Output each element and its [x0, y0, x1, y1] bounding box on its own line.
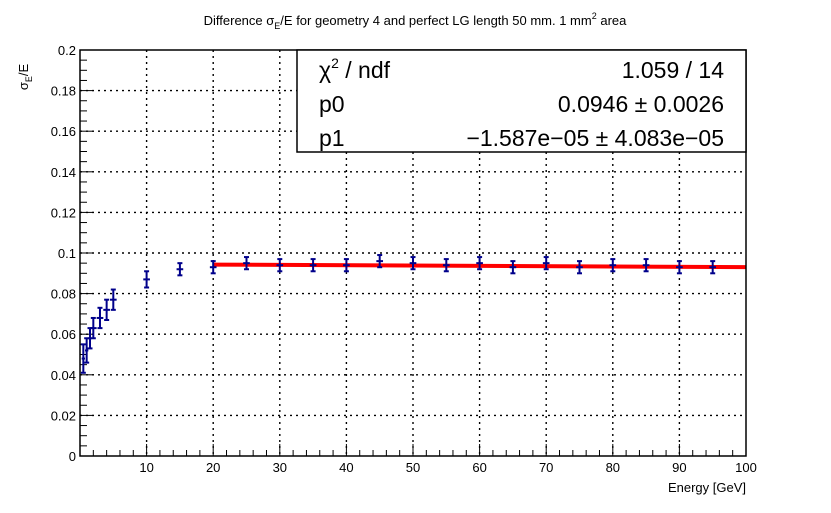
stats-row-p0-label: p0 [319, 91, 345, 117]
data-point [276, 258, 284, 273]
y-tick-label: 0.18 [51, 84, 76, 99]
data-point [576, 260, 583, 275]
data-point [96, 306, 104, 330]
data-point [109, 288, 117, 311]
data-point [676, 260, 683, 275]
x-tick-label: 30 [273, 460, 287, 475]
x-tick-label: 40 [339, 460, 353, 475]
data-point [89, 316, 97, 340]
x-tick-label: 80 [606, 460, 620, 475]
data-point [80, 343, 86, 374]
data-point [103, 298, 110, 321]
y-tick-label: 0.2 [58, 43, 76, 58]
y-tick-label: 0.08 [51, 287, 76, 302]
x-tick-label: 50 [406, 460, 420, 475]
data-point [176, 262, 184, 277]
x-tick-label: 100 [735, 460, 757, 475]
y-tick-label: 0.1 [58, 246, 76, 261]
y-tick-label: 0.02 [51, 408, 76, 423]
x-tick-label: 10 [139, 460, 153, 475]
data-point [609, 258, 617, 273]
data-point [509, 260, 517, 275]
y-tick-label: 0.06 [51, 327, 76, 342]
x-axis-label: Energy [GeV] [668, 480, 746, 495]
data-point [309, 258, 317, 273]
data-point [709, 260, 717, 275]
data-point [642, 258, 650, 273]
data-point [542, 256, 550, 271]
data-points-layer [80, 254, 717, 374]
x-tick-label: 70 [539, 460, 553, 475]
fit-stats-box: χ2 / ndf 1.059 / 14 p0 0.0946 ± 0.0026 p… [296, 49, 747, 153]
data-point [143, 270, 150, 289]
axis-tick-labels: 10 20 30 40 50 60 70 80 90 100 0 0.02 0.04 0.06 0.08 0.… [51, 43, 757, 475]
chart-title: Difference σE/E for geometry 4 and perfe… [204, 11, 628, 31]
y-tick-label: 0.04 [51, 368, 76, 383]
data-point [442, 258, 450, 273]
y-tick-label: 0.16 [51, 124, 76, 139]
data-point [376, 254, 384, 269]
y-axis-label: σE/E [16, 64, 34, 91]
x-tick-label: 90 [672, 460, 686, 475]
data-point [409, 256, 417, 271]
data-point [243, 256, 250, 271]
y-tick-label: 0.12 [51, 205, 76, 220]
x-tick-label: 60 [472, 460, 486, 475]
stats-row-p1-value: −1.587e−05 ± 4.083e−05 [466, 125, 724, 151]
y-tick-label: 0 [69, 449, 76, 464]
stats-box-frame [296, 49, 747, 153]
data-point [343, 258, 350, 273]
stats-row-p0-value: 0.0946 ± 0.0026 [558, 91, 724, 117]
stats-row-p1-label: p1 [319, 125, 345, 151]
stats-row-chi2-label: χ2 / ndf [319, 55, 391, 83]
data-point [209, 260, 217, 275]
y-tick-label: 0.14 [51, 165, 76, 180]
x-tick-label: 20 [206, 460, 220, 475]
data-point [476, 256, 483, 271]
stats-row-chi2-value: 1.059 / 14 [622, 57, 725, 83]
